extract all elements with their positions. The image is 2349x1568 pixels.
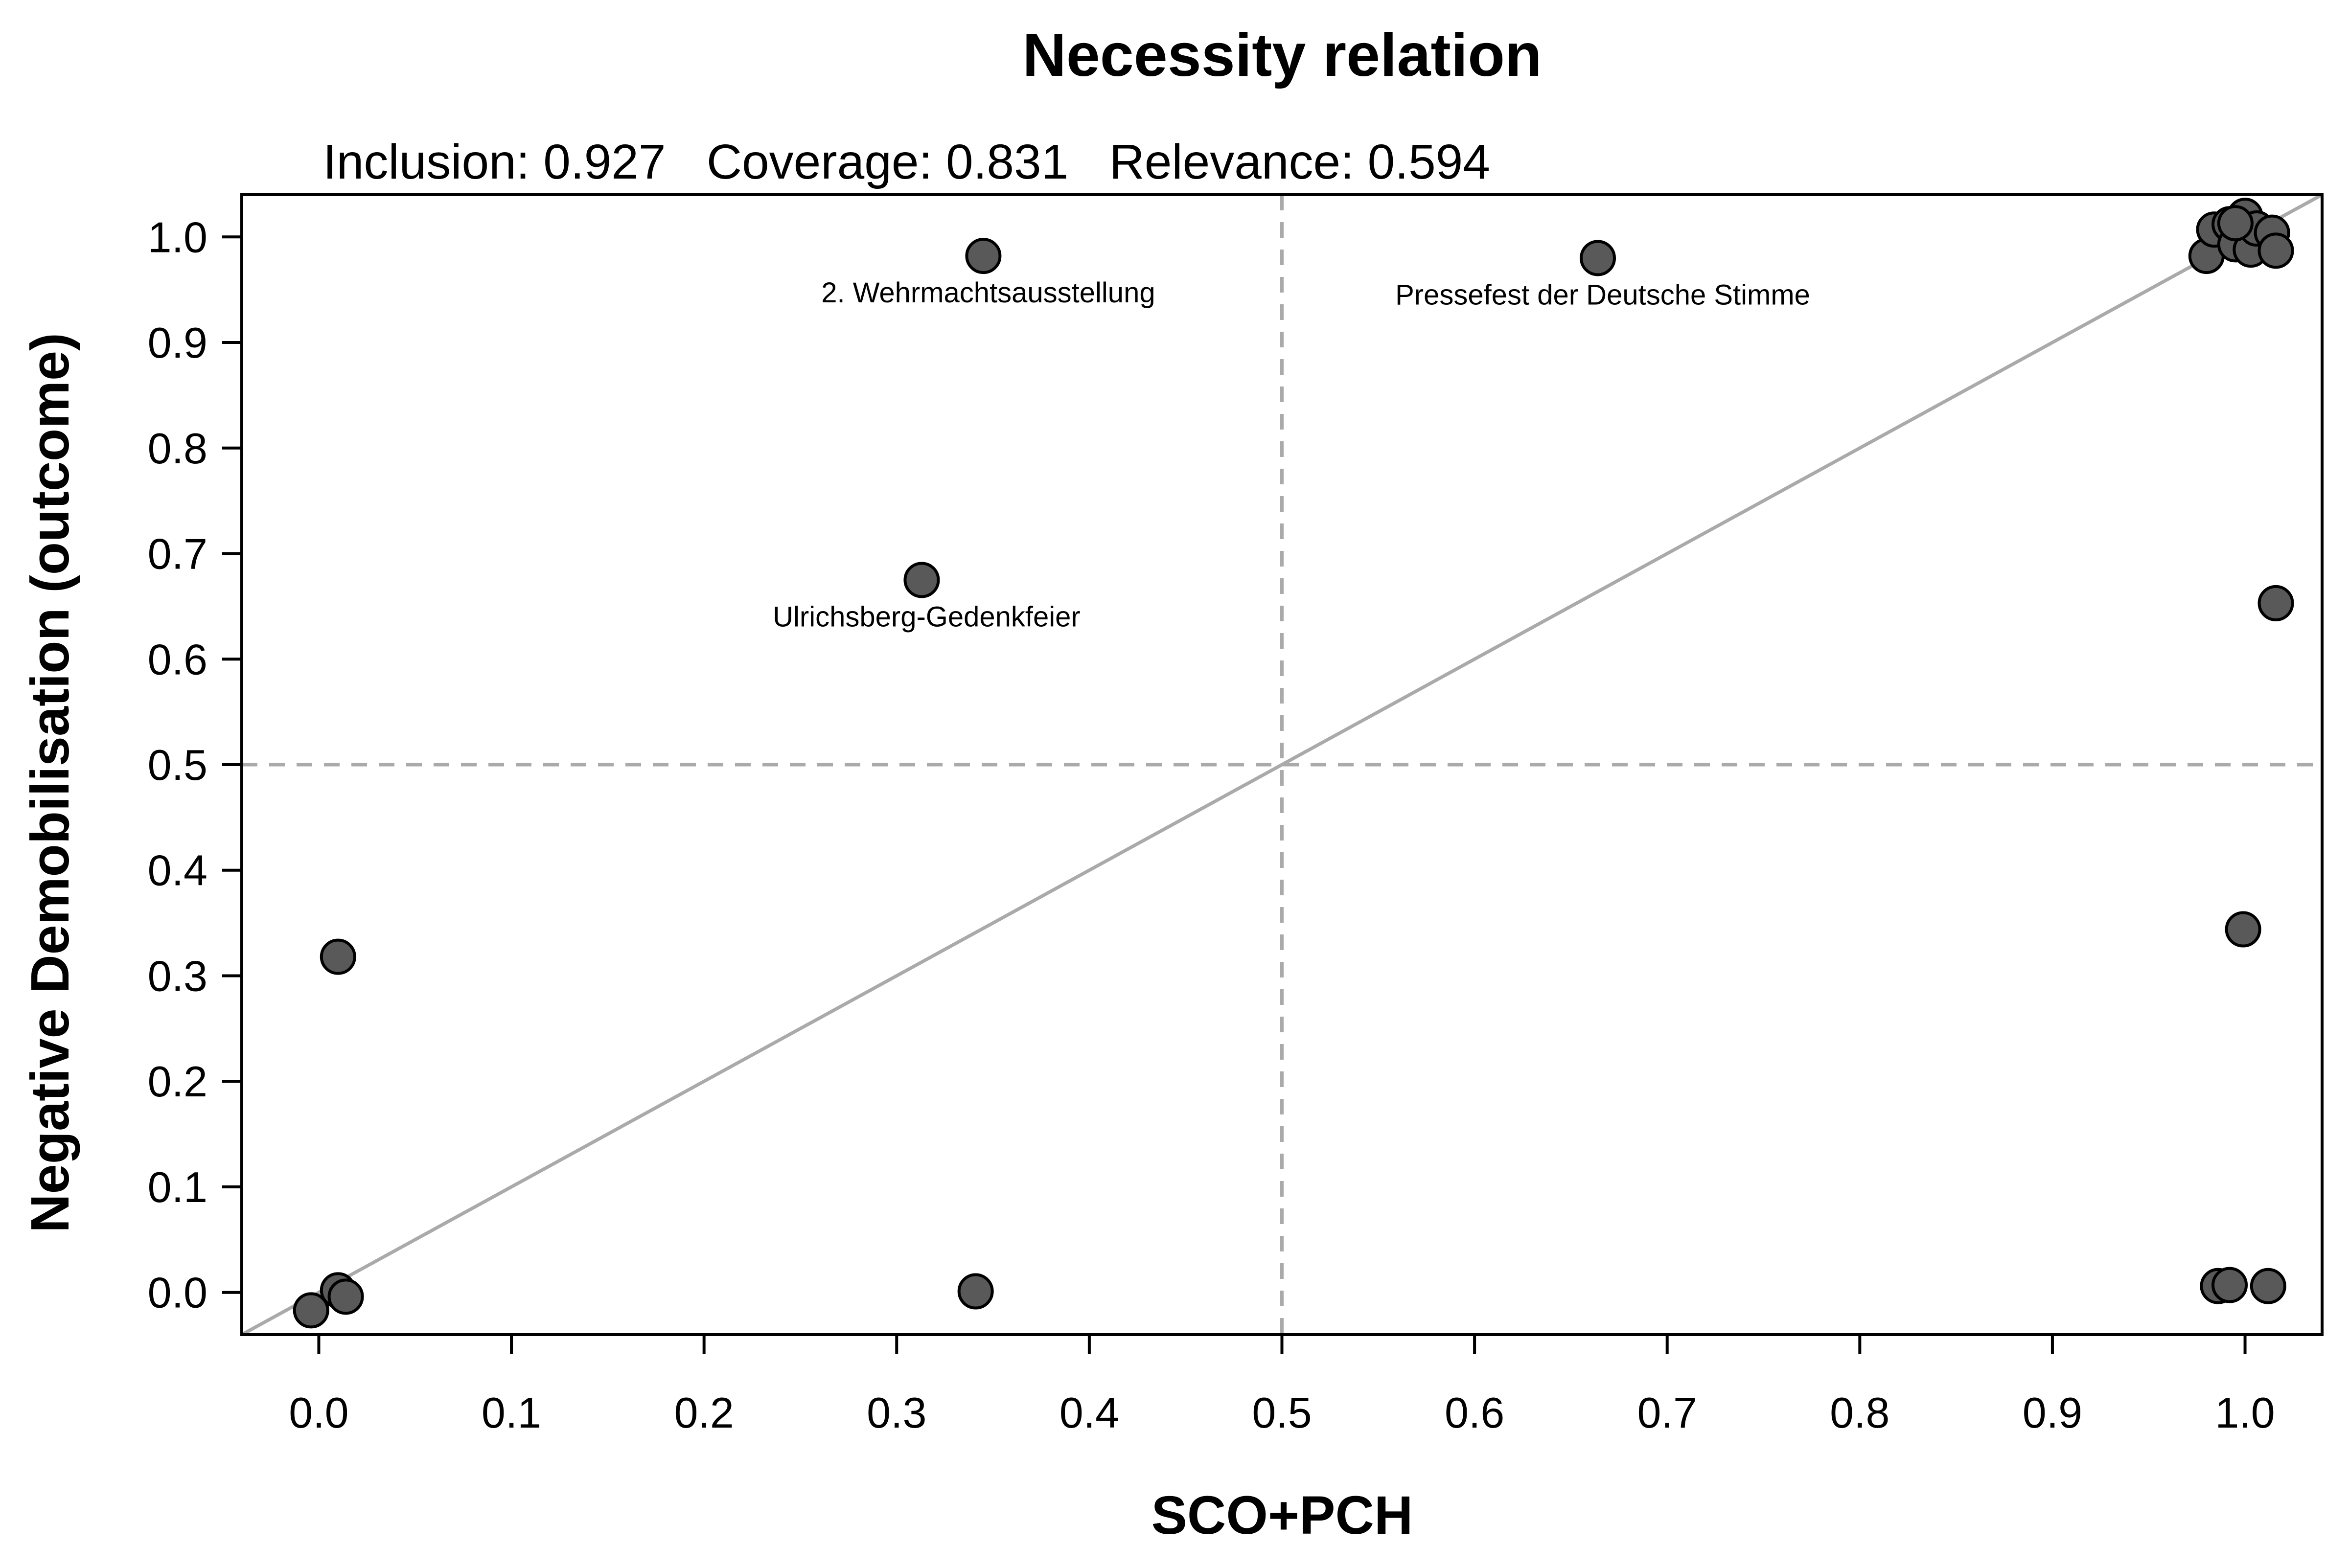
point-label: 2. Wehrmachtsausstellung [821, 277, 1155, 309]
data-point [2257, 232, 2294, 269]
plot-frame [240, 193, 2324, 1336]
data-point [965, 238, 1002, 274]
x-tick-label: 0.6 [1445, 1388, 1504, 1437]
data-point [2211, 1267, 2248, 1303]
data-point [957, 1273, 994, 1310]
y-tick-label: 0.6 [148, 635, 207, 683]
data-point [2225, 911, 2261, 948]
plot-area: 0.0 0.1 0.2 0.3 0.4 0.5 0.6 0.7 0.8 0.9 1.0 0.0 0.1 0… [148, 193, 2324, 1437]
y-axis-title: Negative Demobilisation (outcome) [20, 333, 80, 1233]
x-tick-label: 0.3 [867, 1388, 926, 1437]
point-label: Ulrichsberg-Gedenkfeier [773, 601, 1081, 633]
x-tick-label: 0.7 [1637, 1388, 1697, 1437]
data-point [903, 562, 940, 598]
y-tick-label: 0.0 [148, 1269, 207, 1317]
y-tick-label: 0.9 [148, 318, 207, 367]
y-tick-label: 1.0 [148, 213, 207, 261]
data-point [2257, 585, 2294, 621]
x-tick-label: 0.4 [1059, 1388, 1119, 1437]
x-tick-label: 1.0 [2215, 1388, 2275, 1437]
y-tick-label: 0.1 [148, 1163, 207, 1211]
x-tick-label: 0.8 [1830, 1388, 1889, 1437]
y-tick-label: 0.7 [148, 530, 207, 578]
data-point [2250, 1268, 2286, 1304]
x-tick-label: 0.5 [1252, 1388, 1312, 1437]
chart-subtitle: Inclusion: 0.927 Coverage: 0.831 Relevan… [323, 135, 1490, 189]
y-tick-label: 0.5 [148, 741, 207, 789]
data-point [293, 1292, 329, 1329]
x-tick-label: 0.9 [2023, 1388, 2082, 1437]
y-tick-label: 0.8 [148, 424, 207, 473]
diagonal-reference-line [241, 193, 2323, 1337]
data-point [2217, 205, 2254, 242]
data-point [320, 938, 356, 975]
x-tick-label: 0.0 [289, 1388, 348, 1437]
y-tick-label: 0.2 [148, 1057, 207, 1106]
chart-title: Necessity relation [1022, 22, 1542, 89]
data-point [1580, 240, 1616, 276]
x-tick-label: 0.2 [674, 1388, 734, 1437]
x-tick-label: 0.1 [482, 1388, 541, 1437]
data-point [327, 1278, 364, 1315]
y-tick-label: 0.4 [148, 846, 207, 895]
x-axis-title: SCO+PCH [1151, 1485, 1413, 1545]
point-label: Pressefest der Deutsche Stimme [1395, 279, 1810, 311]
y-tick-label: 0.3 [148, 952, 207, 1000]
